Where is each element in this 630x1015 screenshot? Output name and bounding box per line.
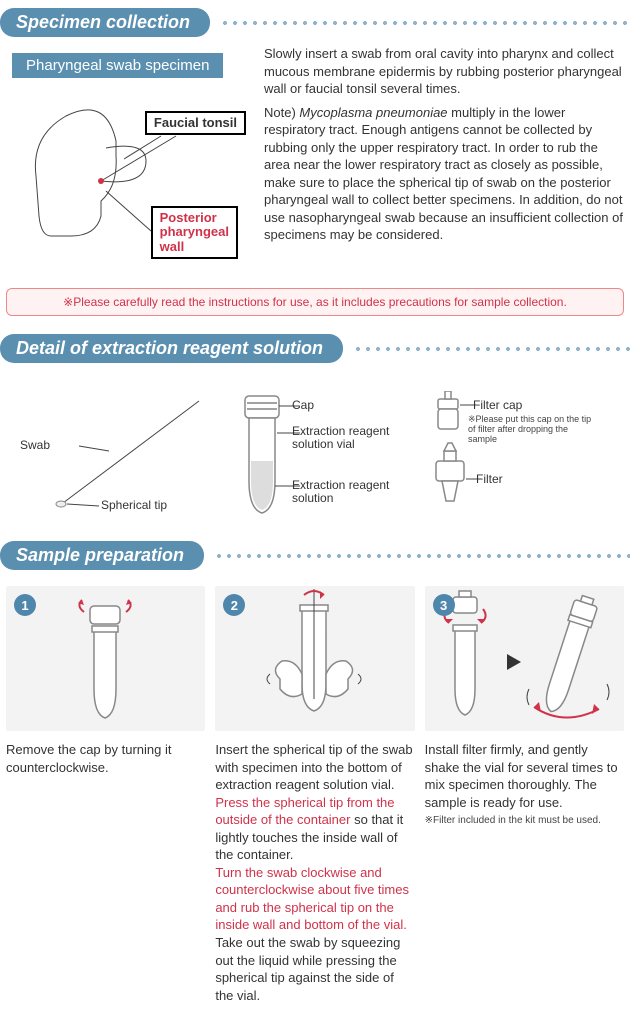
prep-card-3: 3 (425, 586, 624, 1004)
prep1-t1: Remove the cap by turning it countercloc… (6, 742, 171, 775)
throat-diagram: Faucial tonsil Posterior pharyngeal wall (6, 86, 246, 276)
section-header-reagent: Detail of extraction reagent solution (0, 334, 630, 363)
label-swab: Swab (20, 439, 50, 452)
prep-card-1: 1 Remove the cap by turning it countercl… (6, 586, 205, 1004)
collection-right: Slowly insert a swab from oral cavity in… (256, 45, 624, 276)
prep2-t3: Take out the swab by squeezing out the l… (215, 935, 400, 1003)
prep-image-3: 3 (425, 586, 624, 731)
label-filter: Filter (476, 473, 503, 486)
note-italic: Mycoplasma pneumoniae (299, 105, 447, 120)
label-vial: Extraction reagent solution vial (292, 425, 389, 451)
prep2-r2: Turn the swab clockwise and counterclock… (215, 865, 409, 933)
label-posterior-wall: Posterior pharyngeal wall (151, 206, 238, 259)
prep-image-1: 1 (6, 586, 205, 731)
prep2-svg (240, 589, 390, 729)
collection-note: Note) Mycoplasma pneumoniae multiply in … (264, 104, 624, 244)
section-header-prep: Sample preparation (0, 541, 630, 570)
label-filter-cap: Filter cap (473, 399, 522, 412)
prep2-t1: Insert the spherical tip of the swab wit… (215, 742, 412, 792)
dots-prep (214, 554, 630, 558)
collection-body1: Slowly insert a swab from oral cavity in… (264, 45, 624, 98)
label-cap: Cap (292, 399, 314, 412)
reagent-vial: Cap Extraction reagent solution vial Ext… (212, 391, 418, 521)
label-filter-cap-note: ※Please put this cap on the tip of filte… (468, 415, 598, 445)
dots-reagent (353, 347, 630, 351)
prep3-t1: Install filter firmly, and gently shake … (425, 742, 618, 810)
prep-row: 1 Remove the cap by turning it countercl… (0, 578, 630, 1012)
note-prefix: Note) (264, 105, 299, 120)
collection-content: Pharyngeal swab specimen Faucial tonsil … (0, 45, 630, 276)
prep-text-3: Install filter firmly, and gently shake … (425, 731, 624, 827)
warning-box: ※Please carefully read the instructions … (6, 288, 624, 316)
note-rest: multiply in the lower respiratory tract.… (264, 105, 623, 243)
section-title-prep: Sample preparation (0, 541, 204, 570)
prep-card-2: 2 Insert the spherical tip of the swab w… (215, 586, 414, 1004)
prep-text-1: Remove the cap by turning it countercloc… (6, 731, 205, 776)
dots-collection (220, 21, 630, 25)
subheader-pharyngeal: Pharyngeal swab specimen (12, 53, 223, 78)
section-title-reagent: Detail of extraction reagent solution (0, 334, 343, 363)
prep3-note: ※Filter included in the kit must be used… (425, 815, 624, 827)
reagent-filter: Filter cap ※Please put this cap on the t… (418, 391, 624, 521)
section-title-collection: Specimen collection (0, 8, 210, 37)
step-badge-3: 3 (433, 594, 455, 616)
prep-image-2: 2 (215, 586, 414, 731)
reagent-swab: Swab Spherical tip (6, 391, 212, 521)
label-faucial-tonsil: Faucial tonsil (145, 111, 246, 135)
prep3-svg (429, 589, 619, 729)
section-header-collection: Specimen collection (0, 8, 630, 37)
collection-left: Pharyngeal swab specimen Faucial tonsil … (6, 45, 256, 276)
prep-text-2: Insert the spherical tip of the swab wit… (215, 731, 414, 1004)
label-spherical-tip: Spherical tip (101, 499, 167, 512)
label-solution: Extraction reagent solution (292, 479, 389, 505)
reagent-row: Swab Spherical tip Cap Extraction reagen… (0, 371, 630, 533)
step-badge-1: 1 (14, 594, 36, 616)
prep1-svg (46, 594, 166, 724)
